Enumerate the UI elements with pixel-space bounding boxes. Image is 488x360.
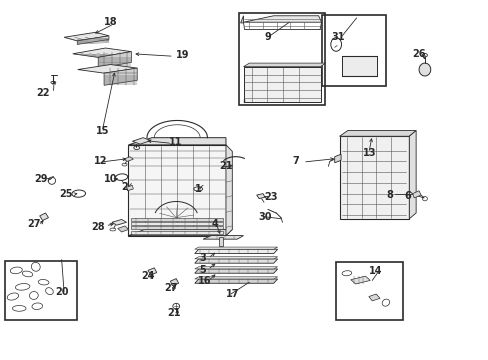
Polygon shape [219,237,222,246]
Polygon shape [194,267,277,269]
Polygon shape [112,220,126,225]
Polygon shape [128,229,232,235]
Polygon shape [131,226,222,229]
Text: 12: 12 [94,156,107,166]
Text: 6: 6 [404,191,410,201]
Bar [243,67,320,102]
Polygon shape [243,63,325,67]
Polygon shape [194,257,277,259]
Text: 24: 24 [141,271,154,281]
Polygon shape [123,157,133,161]
Text: 9: 9 [264,32,270,41]
Text: 5: 5 [199,265,206,275]
Text: 15: 15 [96,126,109,135]
Polygon shape [350,276,369,284]
Text: 29: 29 [34,174,47,184]
Text: 13: 13 [362,148,375,158]
Polygon shape [40,213,48,221]
Polygon shape [131,218,222,221]
Polygon shape [225,145,232,235]
Bar [4,261,77,320]
Polygon shape [148,268,157,275]
Bar [335,262,403,320]
Text: 8: 8 [385,190,392,200]
Polygon shape [126,185,133,191]
Text: 31: 31 [330,32,344,42]
Text: 16: 16 [198,276,211,286]
Polygon shape [73,48,131,57]
Text: 17: 17 [225,289,239,299]
Polygon shape [194,259,277,263]
Polygon shape [77,36,109,44]
Text: 25: 25 [59,189,73,199]
Polygon shape [240,16,243,23]
Text: 2: 2 [122,182,128,192]
Polygon shape [128,145,225,235]
Polygon shape [194,247,277,249]
Text: 1: 1 [194,184,201,194]
Polygon shape [368,294,379,301]
Polygon shape [194,269,277,273]
Text: 30: 30 [258,212,271,221]
Polygon shape [170,279,178,286]
Polygon shape [128,138,225,145]
Bar [341,56,376,76]
Polygon shape [132,138,151,144]
Polygon shape [418,63,430,76]
Polygon shape [408,131,415,219]
Polygon shape [118,226,128,232]
Text: 26: 26 [412,49,426,59]
Polygon shape [131,222,222,225]
Polygon shape [339,131,415,136]
Text: 28: 28 [91,222,104,231]
Polygon shape [339,136,408,219]
Polygon shape [412,191,420,198]
Text: 14: 14 [368,266,382,276]
Text: 7: 7 [292,156,299,166]
Polygon shape [131,230,222,234]
Text: 21: 21 [219,161,232,171]
Text: 23: 23 [264,192,277,202]
Polygon shape [194,277,277,279]
Polygon shape [194,279,277,283]
Polygon shape [243,16,321,22]
Text: 19: 19 [176,50,189,60]
Polygon shape [64,32,109,41]
Bar [238,13,325,105]
Text: 11: 11 [168,138,182,147]
Text: 4: 4 [211,219,218,229]
Polygon shape [194,249,277,253]
Text: 27: 27 [163,283,177,293]
Polygon shape [256,194,264,199]
Polygon shape [78,64,137,73]
Text: 3: 3 [199,253,206,263]
Text: 27: 27 [27,219,41,229]
Text: 20: 20 [55,287,69,297]
Text: 22: 22 [36,88,49,98]
Polygon shape [104,68,137,85]
Polygon shape [334,154,340,163]
Text: 18: 18 [103,17,117,27]
Polygon shape [98,51,131,68]
Text: 10: 10 [104,174,117,184]
Text: 21: 21 [167,309,181,318]
Bar [321,15,385,86]
Polygon shape [203,235,243,239]
